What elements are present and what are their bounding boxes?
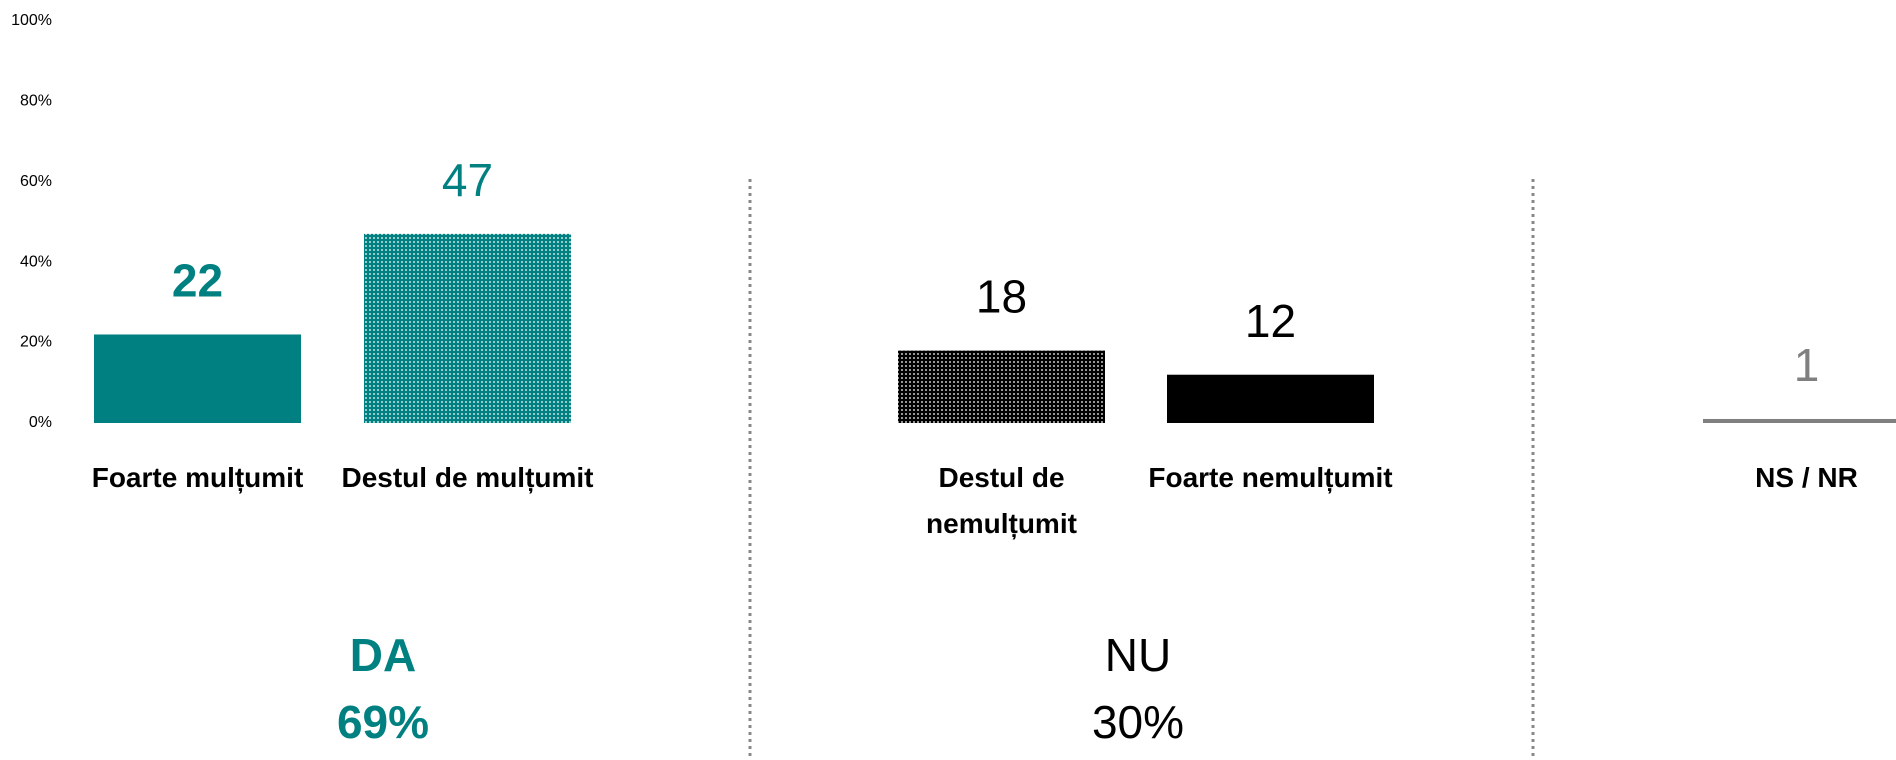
- y-tick-label: 40%: [20, 253, 52, 270]
- x-tick-label: Destul de nemulțumit: [926, 462, 1077, 539]
- value-label: 12: [1245, 295, 1296, 347]
- value-label: 1: [1794, 339, 1820, 391]
- x-tick-label: Destul de mulțumit: [341, 462, 594, 493]
- x-tick-label: Foarte mulțumit: [91, 462, 304, 493]
- group-total: 69%: [337, 696, 429, 748]
- y-tick-label: 20%: [20, 334, 52, 351]
- group-label: DA: [350, 629, 416, 681]
- y-tick-label: 0%: [29, 414, 52, 431]
- bar: [1167, 374, 1374, 423]
- bar: [1703, 418, 1896, 423]
- y-tick-label: 80%: [20, 92, 52, 109]
- bar: [94, 334, 301, 423]
- group-total: 30%: [1092, 696, 1184, 748]
- x-tick-label: Foarte nemulțumit: [1148, 462, 1393, 493]
- bar: [364, 233, 571, 423]
- value-label: 47: [442, 154, 493, 206]
- value-label: 18: [976, 271, 1027, 323]
- group-label: NU: [1105, 629, 1171, 681]
- x-tick-label: NS / NR: [1755, 462, 1858, 493]
- y-tick-label: 100%: [11, 12, 52, 29]
- y-tick-label: 60%: [20, 173, 52, 190]
- bar: [898, 350, 1105, 423]
- value-label: 22: [172, 255, 223, 307]
